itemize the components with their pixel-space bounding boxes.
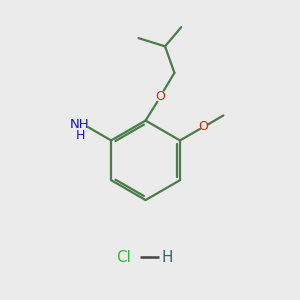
Text: H: H — [75, 129, 85, 142]
Text: O: O — [199, 120, 208, 134]
Text: O: O — [155, 90, 165, 103]
Text: H: H — [162, 250, 173, 265]
Text: NH: NH — [70, 118, 90, 131]
Text: Cl: Cl — [116, 250, 131, 265]
